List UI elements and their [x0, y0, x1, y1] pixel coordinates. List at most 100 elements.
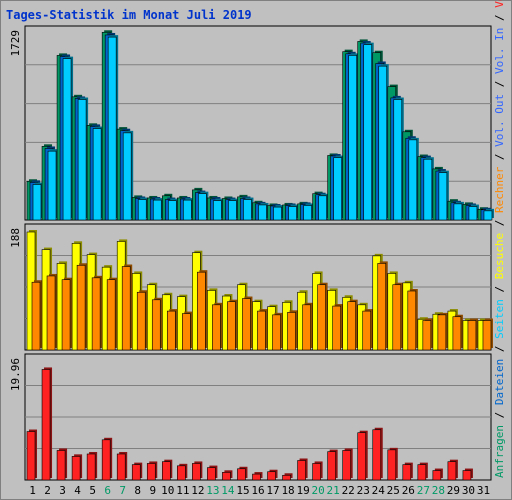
bar-rechner-day-23: [362, 310, 372, 351]
bar-volumen-day-14: [222, 472, 231, 481]
bar-seiten-day-30: [468, 206, 478, 221]
x-tick-label-day-8: 8: [134, 484, 141, 497]
bar-rechner-day-15: [242, 298, 251, 351]
bar-rechner-day-9: [151, 299, 161, 351]
chart-title: Tages-Statistik im Monat Juli 2019: [6, 8, 252, 22]
bar-volumen-day-28: [432, 470, 442, 481]
x-tick-label-day-5: 5: [89, 484, 96, 497]
x-tick-label-day-22: 22: [342, 484, 355, 497]
bar-rechner-day-1: [31, 281, 41, 351]
x-tick-label-day-3: 3: [59, 484, 66, 497]
x-tick-label-day-23: 23: [357, 484, 370, 497]
bar-rechner-day-3: [61, 279, 71, 351]
x-tick-label-day-28: 28: [432, 484, 445, 497]
side-legend-segment: /: [493, 74, 506, 94]
bar-volumen-day-27: [417, 464, 427, 481]
side-legend-segment: Seiten: [493, 299, 506, 339]
x-tick-label-day-29: 29: [447, 484, 460, 497]
panel-bottom: 19.96: [9, 353, 492, 481]
bar-seiten-day-3: [62, 58, 72, 221]
x-tick-label-day-12: 12: [191, 484, 204, 497]
bar-volumen-day-25: [387, 449, 397, 481]
bar-volumen-day-11: [177, 465, 186, 481]
x-tick-label-day-4: 4: [74, 484, 81, 497]
bar-volumen-day-9: [146, 463, 156, 481]
x-tick-label-day-9: 9: [149, 484, 156, 497]
bar-rechner-day-20: [317, 284, 326, 351]
bar-seiten-day-17: [273, 206, 282, 221]
side-legend-segment: /: [493, 339, 506, 359]
side-legend-segment: Vol. Out: [493, 94, 506, 147]
bar-volumen-day-10: [161, 461, 171, 481]
bar-rechner-day-5: [91, 277, 101, 351]
x-tick-label-day-14: 14: [221, 484, 235, 497]
bar-rechner-day-27: [422, 320, 432, 351]
bar-rechner-day-14: [227, 301, 236, 351]
x-tick-label-day-20: 20: [312, 484, 325, 497]
x-tick-label-day-27: 27: [417, 484, 430, 497]
chart-panels: 1729 188 19.96: [9, 25, 494, 481]
bar-seiten-day-20: [318, 195, 327, 221]
x-tick-label-day-2: 2: [44, 484, 51, 497]
bar-rechner-day-6: [106, 279, 116, 351]
bar-rechner-day-12: [197, 271, 206, 351]
bar-seiten-day-26: [408, 139, 418, 221]
x-tick-label-day-26: 26: [402, 484, 415, 497]
bar-volumen-day-19: [297, 460, 306, 481]
bar-volumen-day-5: [86, 453, 96, 481]
bar-volumen-day-8: [131, 464, 141, 481]
bar-seiten-day-14: [228, 200, 237, 221]
x-tick-label-day-18: 18: [281, 484, 294, 497]
bar-seiten-day-22: [348, 55, 357, 221]
bar-seiten-day-23: [363, 44, 373, 221]
bar-rechner-day-16: [257, 310, 266, 351]
bar-rechner-day-28: [437, 314, 447, 351]
bar-rechner-day-31: [482, 320, 492, 351]
bar-volumen-day-20: [312, 463, 321, 481]
y-max-label-middle: 188: [9, 228, 22, 248]
bar-seiten-day-27: [423, 158, 433, 221]
x-tick-label-day-7: 7: [119, 484, 126, 497]
y-max-label-bottom: 19.96: [9, 358, 22, 391]
x-tick-label-day-25: 25: [387, 484, 400, 497]
bar-rechner-day-30: [467, 320, 477, 351]
bar-seiten-day-24: [378, 65, 388, 221]
bar-seiten-day-31: [483, 210, 493, 221]
bar-volumen-day-24: [372, 429, 382, 481]
bar-volumen-day-4: [71, 456, 81, 481]
x-tick-label-day-13: 13: [206, 484, 219, 497]
bar-volumen-day-2: [41, 369, 51, 481]
bar-volumen-day-6: [101, 439, 111, 481]
side-legend: Anfragen / Dateien / Seiten / Besuche / …: [493, 0, 506, 478]
bar-rechner-day-10: [166, 310, 176, 351]
bar-volumen-day-23: [357, 432, 367, 481]
side-legend-segment: Anfragen: [493, 425, 506, 478]
bar-volumen-day-18: [282, 474, 291, 481]
bar-rechner-day-24: [377, 263, 387, 351]
bar-volumen-day-3: [56, 450, 66, 481]
bar-volumen-day-1: [26, 431, 36, 481]
bar-seiten-day-4: [77, 99, 87, 221]
x-tick-label-day-19: 19: [296, 484, 309, 497]
side-legend-segment: /: [493, 405, 506, 425]
panel-top: 1729: [9, 25, 494, 221]
bar-seiten-day-25: [393, 99, 403, 221]
bar-volumen-day-29: [447, 461, 457, 481]
bar-volumen-day-30: [462, 470, 472, 481]
bar-seiten-day-11: [183, 199, 192, 221]
bar-volumen-day-17: [267, 471, 276, 481]
bar-seiten-day-15: [243, 199, 252, 221]
panel-middle: 188: [9, 223, 493, 351]
bar-seiten-day-16: [258, 204, 267, 221]
bar-seiten-day-8: [137, 199, 147, 221]
side-legend-segment: Besuche: [493, 233, 506, 279]
side-legend-segment: Rechner: [493, 166, 506, 213]
bar-seiten-day-5: [92, 128, 102, 221]
x-tick-label-day-17: 17: [266, 484, 279, 497]
bar-rechner-day-8: [136, 291, 146, 351]
bar-volumen-day-21: [327, 451, 336, 481]
bar-volumen-day-22: [342, 450, 351, 481]
side-legend-segment: Dateien: [493, 359, 506, 405]
bar-seiten-day-19: [303, 205, 312, 221]
